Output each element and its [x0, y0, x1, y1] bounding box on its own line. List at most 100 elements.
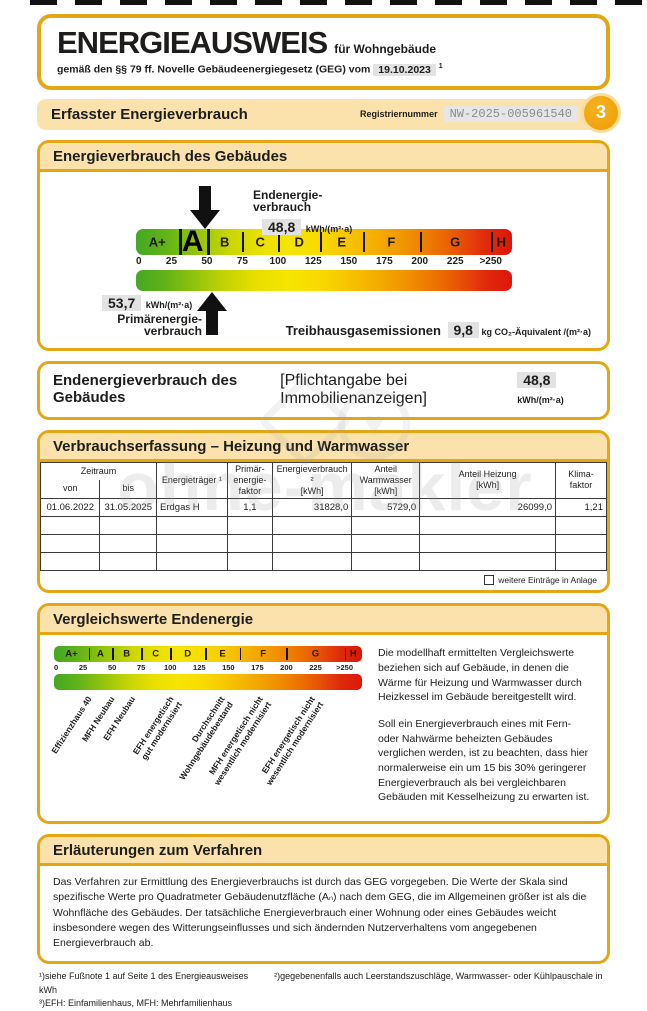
tick-label: 175	[251, 663, 264, 673]
table-cell	[555, 534, 607, 554]
energy-class-D: D	[294, 234, 304, 249]
energy-class-D: D	[184, 648, 192, 660]
table-cell	[419, 516, 556, 536]
end-energy-value-row: 48,8 kWh/(m²·a)	[262, 218, 353, 237]
certificate-title: ENERGIEAUSWEIS	[57, 25, 328, 60]
col-header-primaerenergiefaktor: Primär- energie- faktor	[226, 461, 274, 500]
section-title: Vergleichswerte Endenergie	[40, 606, 607, 636]
table-cell	[555, 552, 607, 572]
col-header-anteil-warmwasser: Anteil Warmwasser [kWh]	[351, 461, 421, 500]
energy-class-F: F	[260, 648, 267, 660]
footnotes: ¹)siehe Fußnote 1 auf Seite 1 des Energi…	[37, 970, 610, 1011]
tick-label: 75	[136, 663, 146, 673]
energy-class-E: E	[219, 648, 226, 660]
greenhouse-gas-row: Treibhausgasemissionen 9,8 kg CO₂-Äquiva…	[285, 321, 591, 338]
tick-label: 225	[446, 255, 464, 267]
section-erlaeuterungen: Erläuterungen zum Verfahren Das Verfahre…	[37, 834, 610, 965]
energy-scale-area: A+ A B C D E F G H 0 25 50 75 100 125 150 175 200 225 >250…	[40, 172, 607, 348]
energy-class-letter-bar: A+ A B C D E F G H	[136, 225, 512, 258]
energy-scale-tick-labels: 0 25 50 75 100 125 150 175 200 225 >250	[136, 256, 512, 269]
consumption-table: Zeitraum Energieträger ¹ Primär- energie…	[40, 461, 607, 572]
primary-energy-label: Primärenergie- verbrauch	[117, 311, 202, 339]
table-cell	[40, 534, 101, 554]
energy-class-C: C	[255, 234, 265, 249]
table-cell	[99, 552, 158, 572]
tick-label: 75	[236, 255, 248, 267]
section-energieverbrauch-des-gebaeudes: Energieverbrauch des Gebäudes A+ A B C D E F G H…	[37, 139, 610, 351]
energy-class-E: E	[337, 234, 347, 249]
footnote-3: ³)EFH: Einfamilienhaus, MFH: Mehrfamilie…	[39, 998, 233, 1009]
tick-label: 150	[340, 255, 358, 267]
table-cell	[272, 534, 353, 554]
energy-certificate-page: ENERGIEAUSWEIS für Wohngebäude gemäß den…	[37, 14, 621, 1011]
table-row: 01.06.2022 31.05.2025 Erdgas H 1,1 31828,0 57…	[40, 498, 607, 518]
section-vergleichswerte-endenergie: Vergleichswerte Endenergie A+ A B C D E F G H 0 2…	[37, 603, 610, 825]
mandatory-value-row: 48,8 kWh/(m²·a)	[517, 371, 594, 408]
law-date-value: 19.10.2023	[373, 63, 436, 76]
table-cell	[272, 516, 353, 536]
table-row	[40, 516, 607, 536]
more-entries-checkbox[interactable]	[484, 575, 495, 586]
energy-class-A: A	[181, 224, 204, 258]
law-reference-line: gemäß den §§ 79 ff. Novelle Gebäudeenerg…	[57, 63, 590, 76]
tick-label: 25	[78, 663, 88, 673]
tick-label: 200	[280, 663, 293, 673]
tick-label: 0	[54, 663, 59, 673]
energy-class-H: H	[349, 648, 357, 660]
col-header-von: von	[40, 479, 101, 500]
table-cell	[226, 534, 274, 554]
comparison-gradient-bar	[54, 674, 362, 691]
col-header-anteil-heizung: Anteil Heizung [kWh]	[419, 461, 556, 500]
table-cell: 26099,0	[419, 498, 556, 518]
table-cell	[351, 552, 421, 572]
table-cell	[555, 516, 607, 536]
table-footer-row: weitere Einträge in Anlage	[40, 571, 607, 590]
certificate-title-suffix: für Wohngebäude	[334, 42, 436, 56]
col-header-energieverbrauch: Energieverbrauch ² [kWh]	[272, 461, 353, 500]
energy-class-G: G	[311, 648, 320, 660]
section-title: Erläuterungen zum Verfahren	[40, 837, 607, 867]
tick-label: 125	[193, 663, 206, 673]
energy-class-G: G	[450, 234, 461, 249]
tick-label: 50	[107, 663, 117, 673]
end-energy-label: Endenergie- verbrauch	[253, 187, 323, 215]
tick-label: 50	[201, 255, 213, 267]
comparison-paragraph: Die modellhaft ermittelten Vergleichswer…	[378, 647, 582, 704]
col-header-klimafaktor: Klima- faktor	[555, 461, 607, 500]
tick-label: >250	[336, 663, 354, 673]
table-cell	[226, 552, 274, 572]
registration-number-label: Registriernummer	[360, 109, 438, 119]
table-cell	[419, 534, 556, 554]
registration-number-value: NW-2025-005961540	[443, 106, 578, 122]
footnote-1: ¹)siehe Fußnote 1 auf Seite 1 des Energi…	[39, 971, 249, 982]
table-cell: 01.06.2022	[40, 498, 101, 518]
primary-energy-value: 53,7	[102, 294, 142, 311]
law-footnote-mark: 1	[438, 63, 443, 70]
table-row	[40, 534, 607, 554]
col-header-bis: bis	[99, 479, 158, 500]
table-cell	[156, 534, 228, 554]
table-cell	[99, 516, 158, 536]
end-energy-unit: kWh/(m²·a)	[305, 223, 353, 234]
energy-class-F: F	[387, 234, 396, 249]
comparison-explanation-text: Die modellhaft ermittelten Vergleichswer…	[362, 646, 593, 817]
section-title: Erfasster Energieverbrauch	[51, 105, 248, 123]
table-cell	[351, 534, 421, 554]
table-cell: 31828,0	[272, 498, 353, 518]
tick-label: 200	[411, 255, 429, 267]
energy-class-B: B	[123, 648, 131, 660]
page-perforation-edge	[30, 0, 647, 5]
section-title: Energieverbrauch des Gebäudes	[40, 142, 607, 172]
table-cell	[351, 516, 421, 536]
greenhouse-gas-value: 9,8	[447, 321, 479, 338]
table-cell: 31.05.2025	[99, 498, 158, 518]
tick-label: 0	[136, 255, 142, 267]
mandatory-bracket-note: [Pflichtangabe bei Immobilienanzeigen]	[280, 371, 427, 407]
primary-energy-unit: kWh/(m²·a)	[145, 299, 193, 310]
mandatory-value: 48,8	[517, 371, 557, 388]
tick-label: 150	[222, 663, 235, 673]
greenhouse-gas-label: Treibhausgasemissionen	[285, 322, 441, 338]
law-reference-text: gemäß den §§ 79 ff. Novelle Gebäudeenerg…	[57, 63, 371, 76]
energy-class-A+: A+	[148, 234, 166, 249]
table-cell: 1,21	[555, 498, 607, 518]
